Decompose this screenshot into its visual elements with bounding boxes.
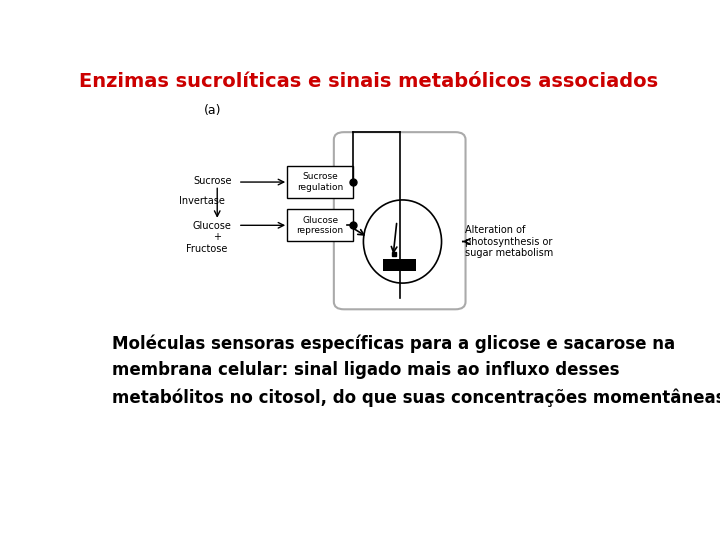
Text: Enzimas sucrolíticas e sinais metabólicos associados: Enzimas sucrolíticas e sinais metabólico… [79, 72, 659, 91]
Text: Sucrose
regulation: Sucrose regulation [297, 172, 343, 192]
Text: Moléculas sensoras específicas para a glicose e sacarose na: Moléculas sensoras específicas para a gl… [112, 334, 675, 353]
Ellipse shape [364, 200, 441, 283]
Text: Fructose: Fructose [186, 244, 228, 254]
Text: Glucose
repression: Glucose repression [297, 215, 343, 235]
Text: Sucrose: Sucrose [194, 176, 232, 186]
FancyBboxPatch shape [287, 210, 354, 241]
Text: membrana celular: sinal ligado mais ao influxo desses: membrana celular: sinal ligado mais ao i… [112, 361, 620, 380]
FancyBboxPatch shape [334, 132, 466, 309]
Text: +: + [213, 232, 221, 242]
FancyBboxPatch shape [287, 166, 354, 198]
Text: (a): (a) [204, 104, 222, 117]
Bar [383, 259, 416, 271]
Text: Alteration of
photosynthesis or
sugar metabolism: Alteration of photosynthesis or sugar me… [465, 225, 553, 258]
Text: metabólitos no citosol, do que suas concentrações momentâneas: metabólitos no citosol, do que suas conc… [112, 388, 720, 407]
Text: Glucose: Glucose [192, 221, 231, 231]
Text: Invertase: Invertase [179, 196, 225, 206]
